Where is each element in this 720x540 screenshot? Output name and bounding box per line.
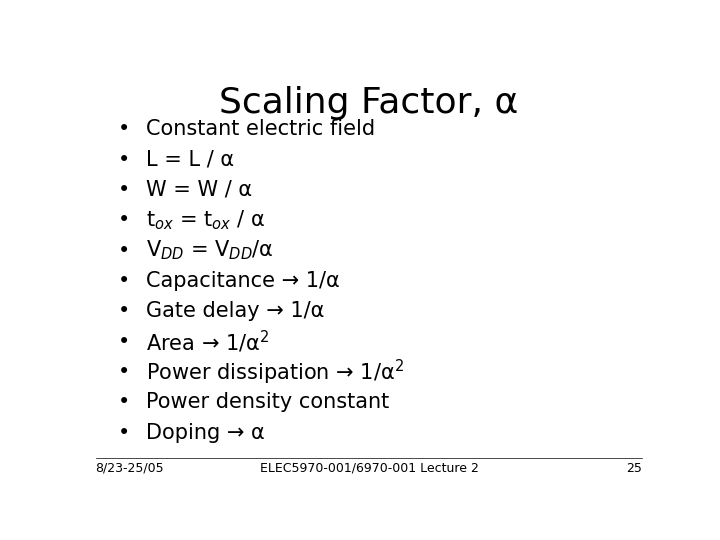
Text: Doping → α: Doping → α: [145, 423, 264, 443]
Text: 25: 25: [626, 462, 642, 475]
Text: Power dissipation → 1/α$^{2}$: Power dissipation → 1/α$^{2}$: [145, 357, 404, 387]
Text: Area → 1/α$^{2}$: Area → 1/α$^{2}$: [145, 329, 269, 355]
Text: •: •: [118, 180, 130, 200]
Text: ELEC5970-001/6970-001 Lecture 2: ELEC5970-001/6970-001 Lecture 2: [260, 462, 478, 475]
Text: V$_{DD}$ = V$_{DD}$/α: V$_{DD}$ = V$_{DD}$/α: [145, 239, 274, 262]
Text: Constant electric field: Constant electric field: [145, 119, 375, 139]
Text: Capacitance → 1/α: Capacitance → 1/α: [145, 271, 340, 291]
Text: •: •: [118, 271, 130, 291]
Text: •: •: [118, 119, 130, 139]
Text: Gate delay → 1/α: Gate delay → 1/α: [145, 301, 324, 321]
Text: Power density constant: Power density constant: [145, 393, 389, 413]
Text: 8/23-25/05: 8/23-25/05: [96, 462, 164, 475]
Text: •: •: [118, 393, 130, 413]
Text: •: •: [118, 241, 130, 261]
Text: •: •: [118, 423, 130, 443]
Text: •: •: [118, 210, 130, 230]
Text: •: •: [118, 332, 130, 352]
Text: •: •: [118, 362, 130, 382]
Text: L = L / α: L = L / α: [145, 150, 234, 170]
Text: •: •: [118, 150, 130, 170]
Text: •: •: [118, 301, 130, 321]
Text: W = W / α: W = W / α: [145, 180, 252, 200]
Text: t$_{ox}$ = t$_{ox}$ / α: t$_{ox}$ = t$_{ox}$ / α: [145, 208, 265, 232]
Text: Scaling Factor, α: Scaling Factor, α: [220, 85, 518, 119]
